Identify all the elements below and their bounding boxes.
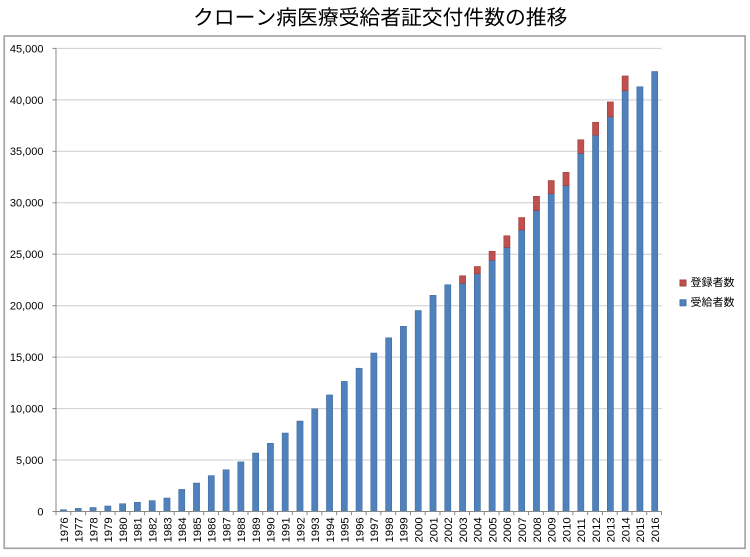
svg-text:1999: 1999: [399, 517, 411, 542]
svg-text:2011: 2011: [576, 518, 588, 542]
svg-text:1979: 1979: [103, 517, 115, 542]
svg-text:1993: 1993: [310, 517, 322, 542]
svg-text:1998: 1998: [384, 517, 396, 542]
svg-text:2002: 2002: [443, 517, 455, 542]
svg-text:2015: 2015: [635, 517, 647, 542]
svg-text:2012: 2012: [591, 517, 603, 542]
svg-text:1992: 1992: [295, 517, 307, 542]
svg-text:1976: 1976: [59, 517, 71, 542]
svg-text:2004: 2004: [473, 517, 485, 542]
svg-text:1978: 1978: [88, 517, 100, 542]
svg-text:2009: 2009: [547, 517, 559, 542]
svg-text:1982: 1982: [147, 517, 159, 542]
svg-text:1983: 1983: [162, 517, 174, 542]
svg-text:1987: 1987: [221, 517, 233, 542]
svg-text:1997: 1997: [369, 517, 381, 542]
svg-text:2003: 2003: [458, 517, 470, 542]
svg-text:0: 0: [37, 506, 43, 518]
svg-text:2000: 2000: [414, 517, 426, 542]
svg-text:2005: 2005: [487, 517, 499, 542]
svg-text:2013: 2013: [606, 517, 618, 542]
svg-text:1977: 1977: [74, 517, 86, 542]
svg-text:1994: 1994: [325, 517, 337, 542]
svg-text:2001: 2001: [428, 517, 440, 542]
svg-text:40,000: 40,000: [10, 95, 44, 107]
svg-text:1988: 1988: [236, 517, 248, 542]
svg-text:1981: 1981: [133, 517, 145, 542]
svg-text:1986: 1986: [207, 517, 219, 542]
svg-text:2008: 2008: [532, 517, 544, 542]
svg-text:1980: 1980: [118, 517, 130, 542]
svg-text:2006: 2006: [502, 517, 514, 542]
svg-text:2010: 2010: [561, 517, 573, 542]
svg-text:2007: 2007: [517, 517, 529, 542]
svg-text:1996: 1996: [354, 517, 366, 542]
svg-text:1990: 1990: [266, 517, 278, 542]
svg-text:5,000: 5,000: [16, 455, 44, 467]
svg-text:15,000: 15,000: [10, 352, 44, 364]
svg-text:10,000: 10,000: [10, 404, 44, 416]
svg-text:30,000: 30,000: [10, 198, 44, 210]
svg-text:2014: 2014: [620, 517, 632, 542]
svg-text:1995: 1995: [340, 517, 352, 542]
svg-text:1989: 1989: [251, 517, 263, 542]
svg-text:25,000: 25,000: [10, 249, 44, 261]
svg-text:45,000: 45,000: [10, 43, 44, 55]
svg-text:1984: 1984: [177, 517, 189, 542]
svg-text:35,000: 35,000: [10, 146, 44, 158]
svg-text:1991: 1991: [281, 517, 293, 542]
svg-text:2016: 2016: [650, 517, 662, 542]
svg-text:1985: 1985: [192, 517, 204, 542]
svg-text:20,000: 20,000: [10, 301, 44, 313]
